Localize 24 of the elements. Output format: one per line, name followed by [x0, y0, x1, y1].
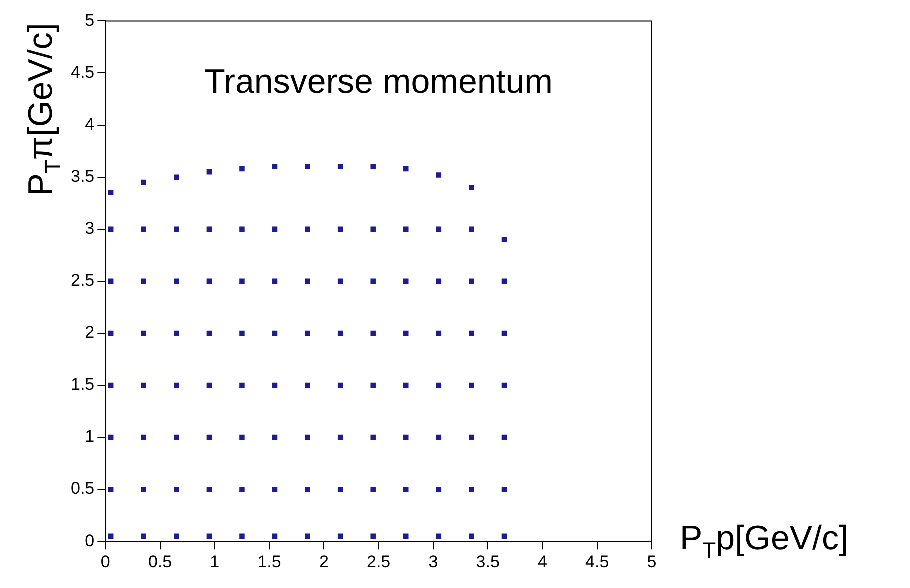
x-tick-label: 4.5: [586, 552, 610, 572]
y-tick-label: 2: [85, 323, 95, 342]
x-tick-label: 3.5: [476, 552, 500, 572]
x-tick-label: 4: [538, 552, 548, 572]
y-tick-label: 4: [85, 114, 95, 134]
y-axis-title: PTπ[GeV/c]: [22, 23, 66, 196]
x-tick-label: 5: [647, 552, 657, 572]
x-tick-label: 3: [428, 552, 438, 572]
x-tick-label: 0.5: [148, 552, 172, 572]
y-tick-label: 0: [85, 531, 95, 550]
y-tick-label: 0.5: [70, 479, 95, 498]
y-tick-label: 1: [85, 427, 95, 446]
y-tick-label: 4.5: [70, 62, 95, 82]
y-tick-label: 1.5: [70, 375, 95, 394]
x-tick-label: 0: [100, 552, 110, 572]
y-tick-label: 3.5: [70, 167, 95, 186]
y-tick-label: 5: [85, 10, 95, 30]
text: Transverse momentum: [204, 63, 553, 102]
y-tick-label: 3: [85, 219, 95, 238]
y-tick-label: 2.5: [70, 271, 95, 290]
x-tick-label: 2: [319, 552, 329, 572]
x-tick-label: 1: [210, 552, 220, 572]
x-tick-label: 1.5: [258, 552, 282, 572]
x-tick-label: 2.5: [366, 552, 391, 572]
